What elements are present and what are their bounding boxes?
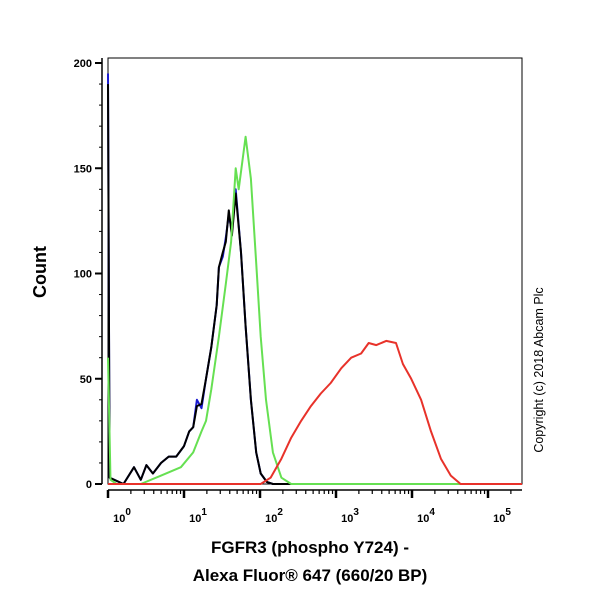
series-line-3 bbox=[108, 339, 522, 485]
x-tick-label: 104 bbox=[417, 507, 435, 525]
series-group bbox=[107, 73, 522, 485]
series-line-2 bbox=[107, 135, 522, 485]
x-tick-label: 102 bbox=[265, 507, 283, 525]
x-tick-label: 105 bbox=[493, 507, 511, 525]
y-tick-label: 50 bbox=[80, 374, 92, 386]
y-tick-label: 0 bbox=[86, 479, 92, 491]
x-axis-label-line1: FGFR3 (phospho Y724) - bbox=[211, 538, 409, 557]
plot-frame bbox=[107, 57, 523, 485]
y-tick-label: 200 bbox=[74, 58, 92, 70]
x-axis: 100 101 102 103 104 105 bbox=[106, 489, 522, 525]
series-line-0 bbox=[107, 73, 522, 485]
series-line-1 bbox=[107, 84, 522, 485]
x-axis-label-line2: Alexa Fluor® 647 (660/20 BP) bbox=[193, 566, 428, 585]
x-tick-label: 100 bbox=[113, 507, 131, 525]
x-tick-label: 101 bbox=[189, 507, 207, 525]
y-axis-label: Count bbox=[30, 246, 50, 298]
y-tick-label: 100 bbox=[74, 269, 92, 281]
y-tick-label: 150 bbox=[74, 163, 92, 175]
y-axis: 0 50 100 150 200 bbox=[74, 58, 103, 491]
copyright-annotation: Copyright (c) 2018 Abcam Plc bbox=[532, 287, 546, 452]
x-tick-label: 103 bbox=[341, 507, 359, 525]
